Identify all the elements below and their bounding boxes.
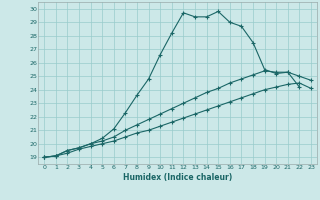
X-axis label: Humidex (Indice chaleur): Humidex (Indice chaleur) [123, 173, 232, 182]
